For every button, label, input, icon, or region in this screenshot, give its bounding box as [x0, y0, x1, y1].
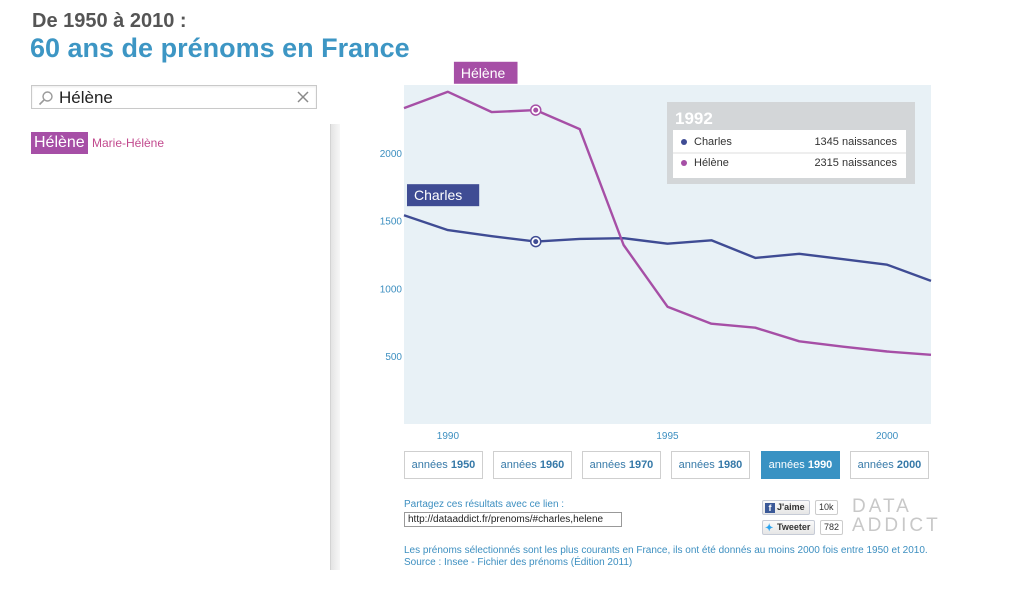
tooltip-name: Charles: [694, 136, 732, 148]
name-suggestion-link[interactable]: Marie-Hélène: [92, 136, 165, 150]
search-field[interactable]: Hélène: [31, 85, 317, 109]
facebook-like-button[interactable]: f J'aime: [762, 500, 810, 515]
decade-button-1970[interactable]: années 1970: [582, 451, 661, 479]
decade-year: 1960: [539, 459, 565, 471]
like-label: J'aime: [777, 502, 805, 512]
y-tick-label: 1500: [380, 217, 403, 228]
tweet-label: Tweeter: [777, 522, 811, 532]
decade-prefix: années: [857, 459, 897, 471]
series-label-text: Charles: [414, 187, 462, 203]
series-label-charles: Charles: [407, 184, 480, 207]
highlight-marker-dot: [533, 107, 539, 113]
brand-line-2: ADDICT: [852, 515, 941, 536]
decade-prefix: années: [678, 459, 718, 471]
footer-source: Source : Insee - Fichier des prénoms (Éd…: [404, 557, 633, 568]
brand-logo: DATA ADDICT: [852, 497, 941, 535]
brand-line-1: DATA: [852, 496, 912, 517]
footer-note: Les prénoms sélectionnés sont les plus c…: [404, 545, 928, 556]
decade-button-1960[interactable]: années 1960: [493, 451, 572, 479]
decade-button-2000[interactable]: années 2000: [850, 451, 929, 479]
x-tick-label: 1995: [656, 431, 679, 442]
y-tick-label: 1000: [380, 284, 403, 295]
decade-prefix: années: [589, 459, 629, 471]
tweet-count: 782: [820, 520, 844, 535]
sidebar-border: [330, 124, 331, 570]
like-count: 10k: [815, 500, 838, 515]
facebook-icon: f: [765, 503, 775, 513]
decade-year: 1990: [807, 459, 833, 471]
x-tick-label: 2000: [876, 431, 899, 442]
tooltip-dot-charles: [681, 139, 687, 145]
page-title: 60 ans de prénoms en France: [30, 33, 410, 63]
tooltip-value: 2315 naissances: [814, 157, 897, 169]
y-tick-label: 500: [385, 352, 402, 363]
share-link-field[interactable]: [404, 512, 622, 527]
search-input[interactable]: Hélène: [59, 88, 113, 107]
tweet-button[interactable]: ✦ Tweeter: [762, 520, 816, 535]
decade-year: 1950: [450, 459, 476, 471]
tooltip-value: 1345 naissances: [814, 136, 897, 148]
decade-year: 1970: [628, 459, 654, 471]
decade-prefix: années: [411, 459, 451, 471]
tooltip-box: 1992 Charles 1345 naissances Hélène 2315…: [667, 102, 915, 184]
y-tick-label: 2000: [380, 149, 403, 160]
decade-prefix: années: [768, 459, 808, 471]
tooltip-dot-helene: [681, 160, 687, 166]
share-label: Partagez ces résultats avec ce lien :: [404, 499, 565, 510]
close-icon[interactable]: [296, 90, 310, 104]
twitter-icon: ✦: [765, 523, 774, 534]
series-line-charles[interactable]: [403, 214, 932, 283]
series-label-bg: [453, 61, 518, 84]
decade-button-1990[interactable]: années 1990: [761, 451, 840, 479]
series-label-text: Hélène: [461, 65, 506, 81]
decade-prefix: années: [500, 459, 540, 471]
decade-button-1980[interactable]: années 1980: [671, 451, 750, 479]
tooltip-body: [673, 130, 906, 178]
page-subtitle: De 1950 à 2010 :: [32, 10, 187, 32]
selected-name-chip[interactable]: Hélène: [31, 132, 88, 154]
series-label-helene: Hélène: [453, 61, 518, 84]
tooltip-name: Hélène: [694, 157, 729, 169]
tooltip-year: 1992: [675, 109, 713, 128]
highlight-marker-dot: [533, 239, 539, 245]
sidebar-divider: [330, 124, 340, 570]
decade-year: 2000: [896, 459, 922, 471]
series-label-bg: [407, 184, 480, 207]
decade-button-1950[interactable]: années 1950: [404, 451, 483, 479]
decade-year: 1980: [717, 459, 743, 471]
x-tick-label: 1990: [437, 431, 460, 442]
series-line-helene[interactable]: [403, 90, 932, 356]
search-icon: [38, 91, 53, 106]
